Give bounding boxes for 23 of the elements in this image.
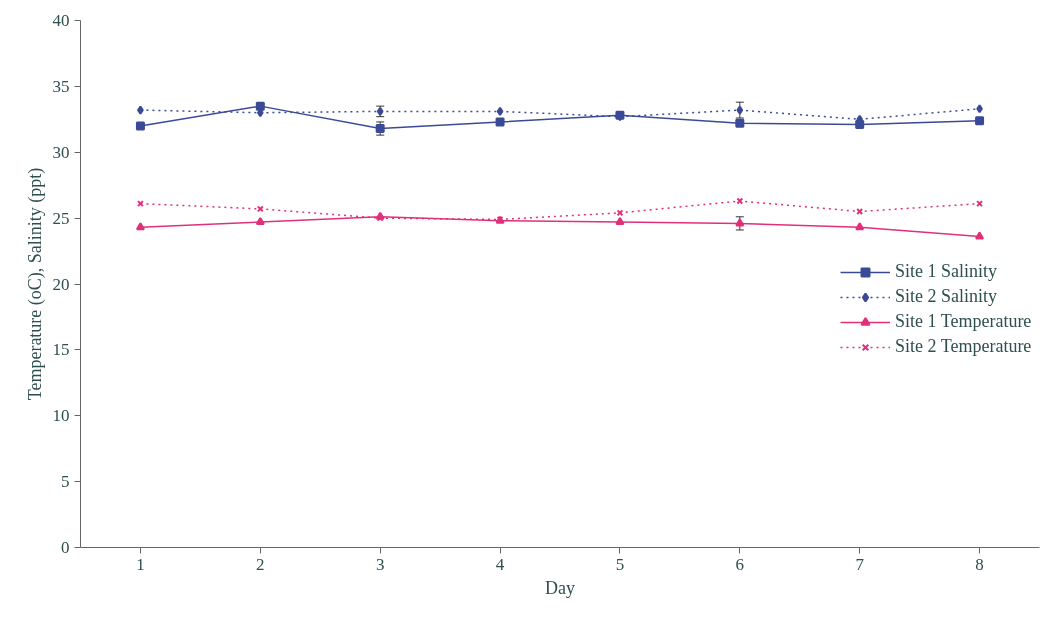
legend-label: Site 1 Salinity (895, 261, 998, 282)
legend-label: Site 2 Temperature (895, 336, 1032, 357)
legend-label: Site 1 Temperature (895, 311, 1032, 332)
y-tick-label: 40 (52, 11, 70, 30)
x-tick-label: 2 (256, 554, 265, 574)
y-tick-label: 15 (52, 340, 70, 360)
x-axis-title: Day (545, 577, 576, 598)
legend-label: Site 2 Salinity (895, 286, 998, 307)
x-tick-label: 7 (855, 554, 865, 574)
x-tick-label: 6 (735, 554, 745, 574)
x-tick-label: 4 (495, 554, 505, 574)
x-tick-label: 3 (375, 554, 385, 574)
y-tick-label: 5 (61, 472, 70, 492)
y-tick-label: 20 (52, 274, 70, 294)
y-tick-label: 0 (61, 538, 70, 557)
y-tick-label: 25 (52, 208, 70, 228)
x-tick-label: 5 (615, 554, 625, 574)
y-tick-label: 35 (52, 76, 70, 96)
x-tick-label: 1 (136, 554, 145, 574)
x-tick-label: 8 (975, 554, 984, 574)
y-tick-label: 10 (52, 406, 70, 426)
y-tick-label: 30 (52, 142, 70, 162)
y-axis-title: Temperature (oC), Salinity (ppt) (24, 167, 46, 401)
